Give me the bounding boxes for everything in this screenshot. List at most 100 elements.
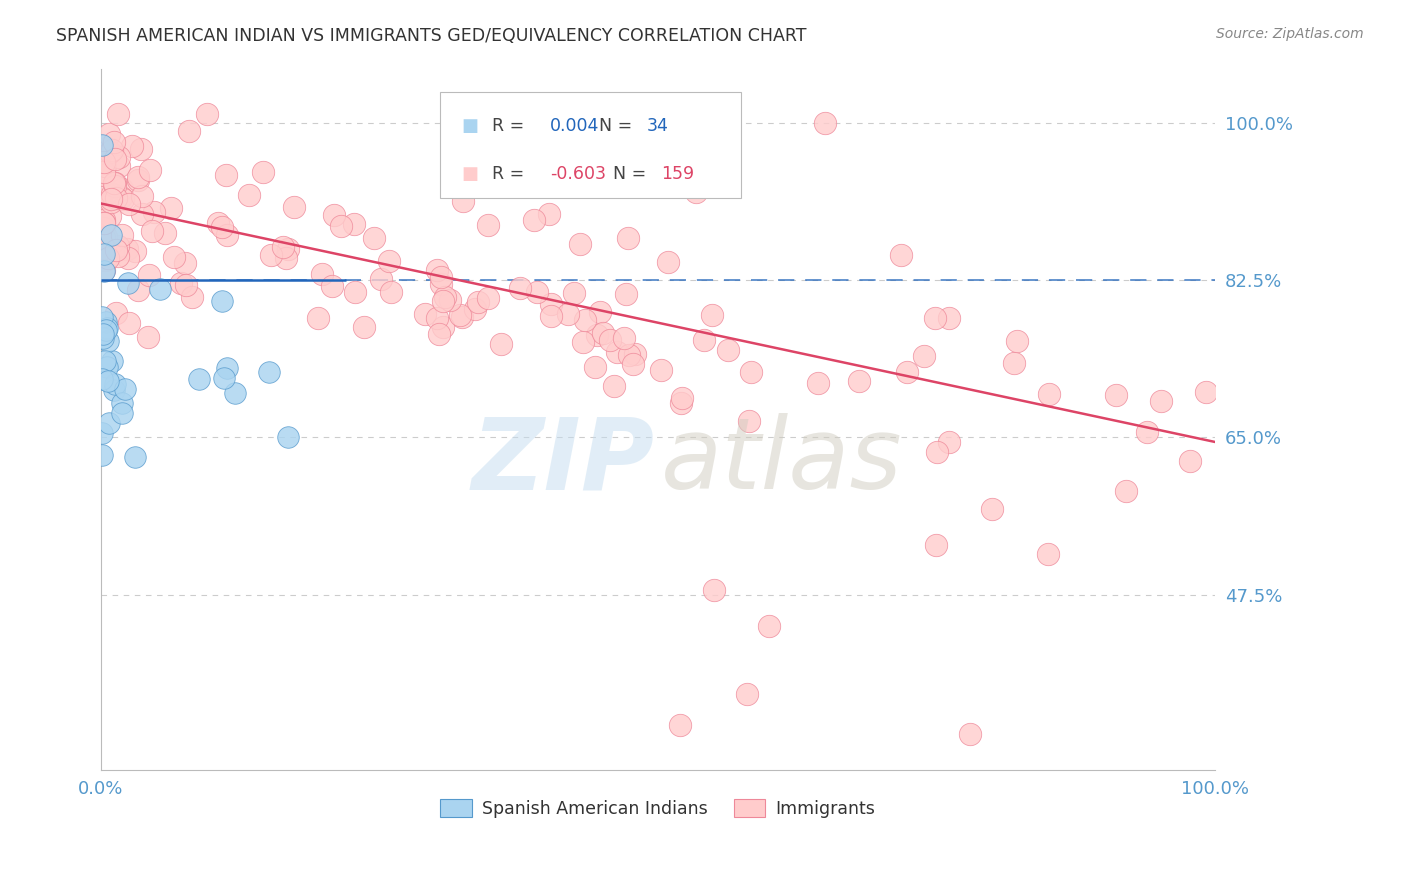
Point	[380, 285, 402, 299]
Point	[343, 217, 366, 231]
Point	[959, 727, 981, 741]
Text: ZIP: ZIP	[471, 413, 655, 510]
Point	[136, 330, 159, 344]
Point	[562, 286, 585, 301]
Point	[738, 414, 761, 428]
Point	[574, 313, 596, 327]
Point	[568, 236, 591, 251]
Point	[572, 334, 595, 349]
Point	[671, 391, 693, 405]
Point	[540, 297, 562, 311]
Point	[115, 242, 138, 256]
Point	[104, 377, 127, 392]
Point	[467, 295, 489, 310]
Point	[363, 231, 385, 245]
Point	[307, 310, 329, 325]
Point	[252, 165, 274, 179]
Point	[981, 502, 1004, 516]
Point	[107, 249, 129, 263]
Point	[118, 196, 141, 211]
Point	[215, 361, 238, 376]
Point	[224, 386, 246, 401]
Point	[105, 306, 128, 320]
Point	[97, 251, 120, 265]
Point	[449, 308, 471, 322]
Point	[143, 204, 166, 219]
Point	[97, 334, 120, 349]
Point	[127, 172, 149, 186]
Point	[93, 221, 115, 235]
Point	[112, 192, 135, 206]
Point	[377, 254, 399, 268]
Point	[98, 127, 121, 141]
Point	[429, 326, 451, 341]
Point	[211, 294, 233, 309]
Point	[890, 248, 912, 262]
Point	[111, 406, 134, 420]
Point	[141, 224, 163, 238]
Point	[93, 263, 115, 277]
Point	[107, 238, 129, 252]
Point	[740, 365, 762, 379]
Point	[925, 538, 948, 552]
Point	[603, 379, 626, 393]
Point	[117, 277, 139, 291]
Point	[614, 287, 637, 301]
Point	[1115, 484, 1137, 499]
Text: Source: ZipAtlas.com: Source: ZipAtlas.com	[1216, 27, 1364, 41]
Point	[91, 448, 114, 462]
Point	[814, 115, 837, 129]
Point	[606, 344, 628, 359]
Point	[94, 315, 117, 329]
Point	[177, 124, 200, 138]
Point	[121, 139, 143, 153]
Point	[583, 359, 606, 374]
Point	[621, 357, 644, 371]
Point	[613, 331, 636, 345]
Point	[1105, 388, 1128, 402]
Point	[276, 251, 298, 265]
Point	[344, 285, 367, 299]
Point	[93, 264, 115, 278]
Point	[124, 244, 146, 258]
Point	[103, 176, 125, 190]
Point	[671, 395, 693, 409]
Text: R =: R =	[492, 118, 524, 136]
Point	[277, 430, 299, 444]
Point	[174, 278, 197, 293]
Point	[586, 327, 609, 342]
Point	[127, 283, 149, 297]
Point	[211, 220, 233, 235]
Point	[322, 208, 344, 222]
Point	[464, 301, 486, 316]
Point	[96, 323, 118, 337]
Point	[311, 267, 333, 281]
Point	[1036, 548, 1059, 562]
Point	[100, 227, 122, 242]
Point	[925, 445, 948, 459]
Point	[758, 619, 780, 633]
Point	[98, 416, 121, 430]
Point	[589, 305, 612, 319]
Point	[93, 164, 115, 178]
Point	[617, 348, 640, 362]
Point	[540, 309, 562, 323]
Point	[163, 250, 186, 264]
Point	[509, 281, 531, 295]
Point	[155, 226, 177, 240]
Point	[93, 168, 115, 182]
Point	[100, 194, 122, 209]
Point	[108, 159, 131, 173]
Point	[93, 216, 115, 230]
Point	[257, 365, 280, 379]
Point	[188, 372, 211, 386]
Point	[93, 155, 115, 169]
Point	[912, 349, 935, 363]
Point	[103, 135, 125, 149]
Point	[321, 279, 343, 293]
Point	[195, 106, 218, 120]
Text: N =: N =	[613, 165, 647, 183]
Text: 159: 159	[661, 165, 695, 183]
Point	[100, 192, 122, 206]
Text: R =: R =	[492, 165, 524, 183]
